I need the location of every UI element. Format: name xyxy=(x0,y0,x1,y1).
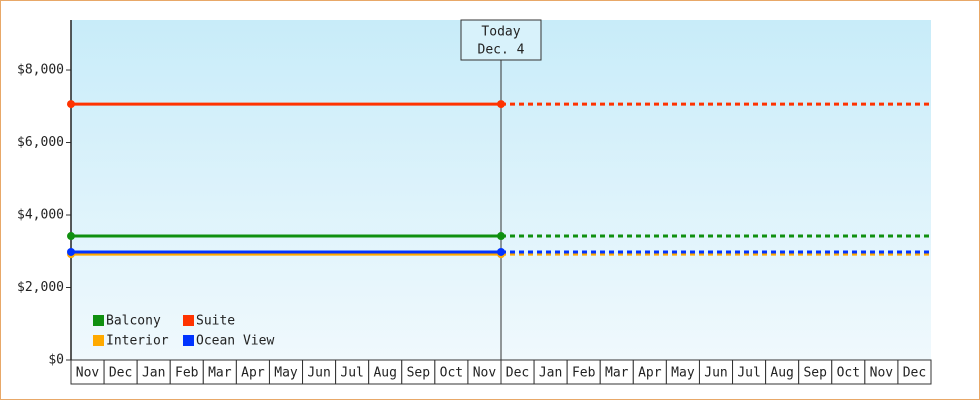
today-date: Dec. 4 xyxy=(478,43,525,58)
point xyxy=(67,100,75,109)
x-cell xyxy=(864,359,899,385)
x-cell xyxy=(765,359,800,385)
legend-label: Interior xyxy=(106,334,169,349)
x-cell xyxy=(302,359,337,385)
x-tick-label: Nov xyxy=(76,366,100,381)
x-tick-label: Nov xyxy=(473,366,497,381)
x-cell xyxy=(897,359,932,385)
x-tick-label: Nov xyxy=(870,366,894,381)
point xyxy=(497,232,505,241)
x-tick-label: Dec xyxy=(109,366,132,381)
x-cell xyxy=(831,359,866,385)
x-tick-label: Oct xyxy=(440,366,463,381)
point xyxy=(67,232,75,241)
today-box xyxy=(460,19,542,61)
x-tick-label: Jan xyxy=(539,366,562,381)
x-cell xyxy=(235,359,270,385)
x-tick-label: May xyxy=(671,366,695,381)
x-cell xyxy=(70,359,105,385)
y-tick-label: $2,000 xyxy=(17,280,64,295)
x-tick-label: Dec xyxy=(506,366,529,381)
x-tick-label: Feb xyxy=(572,366,596,381)
point xyxy=(497,100,505,109)
x-tick-label: Oct xyxy=(837,366,860,381)
x-cell xyxy=(798,359,833,385)
x-tick-label: Feb xyxy=(175,366,199,381)
legend-swatch xyxy=(183,315,194,326)
x-cell xyxy=(368,359,403,385)
x-tick-label: Jun xyxy=(704,366,727,381)
x-cell xyxy=(500,359,535,385)
x-cell xyxy=(467,359,502,385)
legend-label: Balcony xyxy=(106,314,161,329)
point xyxy=(67,247,75,256)
x-tick-label: Jun xyxy=(307,366,330,381)
x-tick-label: Jul xyxy=(340,366,363,381)
x-tick-label: Jan xyxy=(142,366,165,381)
x-cell xyxy=(434,359,469,385)
x-cell xyxy=(401,359,436,385)
x-cell xyxy=(566,359,601,385)
x-cell xyxy=(665,359,700,385)
x-cell xyxy=(732,359,767,385)
x-tick-label: Dec xyxy=(903,366,926,381)
x-cell xyxy=(533,359,568,385)
x-tick-label: Apr xyxy=(241,366,265,381)
x-cell xyxy=(268,359,304,385)
legend-swatch xyxy=(183,335,194,346)
point xyxy=(497,247,505,256)
legend-label: Ocean View xyxy=(196,334,274,349)
x-cell xyxy=(599,359,634,385)
x-tick-label: Apr xyxy=(638,366,662,381)
y-tick-label: $4,000 xyxy=(17,208,64,223)
x-tick-label: Aug xyxy=(373,366,396,381)
x-tick-label: Sep xyxy=(407,366,431,381)
x-cell xyxy=(202,359,237,385)
legend-label: Suite xyxy=(196,314,235,329)
x-tick-label: Sep xyxy=(803,366,827,381)
y-tick-label: $8,000 xyxy=(17,63,64,78)
x-tick-label: Mar xyxy=(208,366,232,381)
x-tick-label: Mar xyxy=(605,366,629,381)
today-title: Today xyxy=(481,25,520,40)
legend-swatch xyxy=(93,315,104,326)
y-tick-label: $0 xyxy=(48,353,64,368)
x-tick-label: Aug xyxy=(770,366,793,381)
x-cell xyxy=(632,359,667,385)
y-tick-label: $6,000 xyxy=(17,135,64,150)
legend-swatch xyxy=(93,335,104,346)
x-tick-label: May xyxy=(274,366,298,381)
x-tick-label: Jul xyxy=(737,366,760,381)
